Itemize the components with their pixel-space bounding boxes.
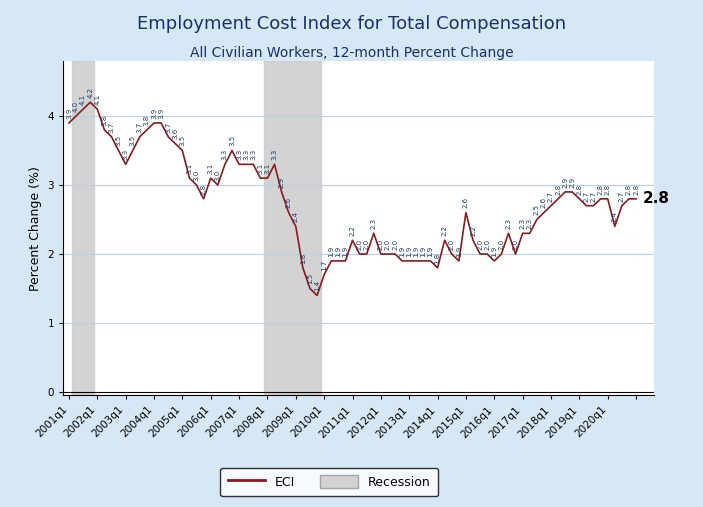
Text: 2.0: 2.0 — [477, 239, 483, 250]
Text: 3.7: 3.7 — [137, 121, 143, 133]
Text: 2.0: 2.0 — [385, 239, 391, 250]
Text: 3.1: 3.1 — [207, 163, 214, 174]
Text: 2.4: 2.4 — [612, 211, 618, 222]
Text: 2.8: 2.8 — [200, 184, 207, 195]
Text: 2.6: 2.6 — [541, 197, 547, 208]
Text: 3.8: 3.8 — [101, 115, 108, 126]
Text: 3.3: 3.3 — [250, 149, 257, 160]
Text: 1.9: 1.9 — [420, 245, 427, 257]
Text: 1.9: 1.9 — [491, 245, 497, 257]
Text: 2.0: 2.0 — [449, 239, 455, 250]
Text: 1.7: 1.7 — [321, 260, 327, 271]
Text: 4.0: 4.0 — [73, 101, 79, 112]
Text: 2.7: 2.7 — [583, 191, 589, 202]
Text: 1.9: 1.9 — [328, 245, 334, 257]
Text: 3.5: 3.5 — [179, 135, 186, 147]
Text: 3.0: 3.0 — [215, 170, 221, 181]
Text: 2.9: 2.9 — [278, 176, 285, 188]
Text: 3.1: 3.1 — [186, 163, 193, 174]
Text: 2.0: 2.0 — [363, 239, 370, 250]
Text: 2.4: 2.4 — [292, 211, 299, 222]
Text: 1.9: 1.9 — [399, 245, 405, 257]
Text: 2.8: 2.8 — [598, 184, 604, 195]
Text: 3.3: 3.3 — [271, 149, 278, 160]
Text: 3.5: 3.5 — [229, 135, 235, 147]
Text: 1.4: 1.4 — [314, 280, 320, 292]
Text: 4.2: 4.2 — [87, 87, 93, 98]
Text: 3.9: 3.9 — [66, 107, 72, 119]
Text: 2.9: 2.9 — [562, 176, 568, 188]
Text: 2.3: 2.3 — [520, 218, 526, 229]
Text: 2.3: 2.3 — [370, 218, 377, 229]
Text: 2.2: 2.2 — [349, 225, 356, 236]
Text: 2.0: 2.0 — [512, 239, 519, 250]
Text: 2.0: 2.0 — [378, 239, 384, 250]
Text: 3.1: 3.1 — [264, 163, 271, 174]
Text: 2.2: 2.2 — [470, 225, 476, 236]
Text: 2.0: 2.0 — [484, 239, 490, 250]
Text: 1.9: 1.9 — [406, 245, 412, 257]
Text: 2.9: 2.9 — [569, 176, 575, 188]
Text: 1.9: 1.9 — [342, 245, 349, 257]
Text: 2.7: 2.7 — [619, 191, 625, 202]
Bar — [264, 61, 321, 395]
Text: 2.8: 2.8 — [555, 184, 561, 195]
Text: 2.0: 2.0 — [498, 239, 504, 250]
Text: 3.8: 3.8 — [144, 115, 150, 126]
Text: 1.5: 1.5 — [307, 273, 313, 284]
Text: 2.8: 2.8 — [626, 184, 632, 195]
Text: 2.0: 2.0 — [356, 239, 363, 250]
Legend: ECI, Recession: ECI, Recession — [220, 467, 438, 496]
Text: 3.5: 3.5 — [115, 135, 122, 147]
Text: 4.1: 4.1 — [80, 94, 86, 105]
Text: 2.5: 2.5 — [534, 204, 540, 215]
Text: 2.6: 2.6 — [463, 197, 469, 208]
Text: 3.3: 3.3 — [222, 149, 228, 160]
Text: 2.3: 2.3 — [505, 218, 512, 229]
Text: 1.9: 1.9 — [427, 245, 434, 257]
Text: 2.8: 2.8 — [633, 184, 639, 195]
Text: 3.5: 3.5 — [130, 135, 136, 147]
Text: 2.8: 2.8 — [576, 184, 582, 195]
Text: 3.3: 3.3 — [243, 149, 249, 160]
Y-axis label: Percent Change (%): Percent Change (%) — [29, 166, 42, 291]
Text: 3.7: 3.7 — [108, 121, 115, 133]
Text: 3.9: 3.9 — [151, 107, 157, 119]
Text: 2.7: 2.7 — [548, 191, 554, 202]
Text: 1.8: 1.8 — [300, 252, 306, 264]
Text: 2.0: 2.0 — [392, 239, 398, 250]
Text: 3.6: 3.6 — [172, 128, 179, 139]
Text: 3.9: 3.9 — [158, 107, 164, 119]
Text: 1.8: 1.8 — [434, 252, 441, 264]
Bar — [72, 61, 93, 395]
Text: 2.7: 2.7 — [591, 191, 597, 202]
Text: 1.9: 1.9 — [456, 245, 462, 257]
Text: 3.3: 3.3 — [122, 149, 129, 160]
Text: 3.0: 3.0 — [193, 170, 200, 181]
Text: Employment Cost Index for Total Compensation: Employment Cost Index for Total Compensa… — [137, 15, 566, 33]
Text: 4.1: 4.1 — [94, 94, 101, 105]
Text: 2.2: 2.2 — [441, 225, 448, 236]
Text: 2.8: 2.8 — [605, 184, 611, 195]
Text: All Civilian Workers, 12-month Percent Change: All Civilian Workers, 12-month Percent C… — [190, 46, 513, 60]
Text: 2.3: 2.3 — [527, 218, 533, 229]
Text: 2.6: 2.6 — [285, 197, 292, 208]
Text: 2.8: 2.8 — [643, 191, 670, 206]
Text: 3.7: 3.7 — [165, 121, 172, 133]
Text: 3.3: 3.3 — [236, 149, 242, 160]
Text: 3.1: 3.1 — [257, 163, 264, 174]
Text: 1.9: 1.9 — [413, 245, 419, 257]
Text: 1.9: 1.9 — [335, 245, 342, 257]
